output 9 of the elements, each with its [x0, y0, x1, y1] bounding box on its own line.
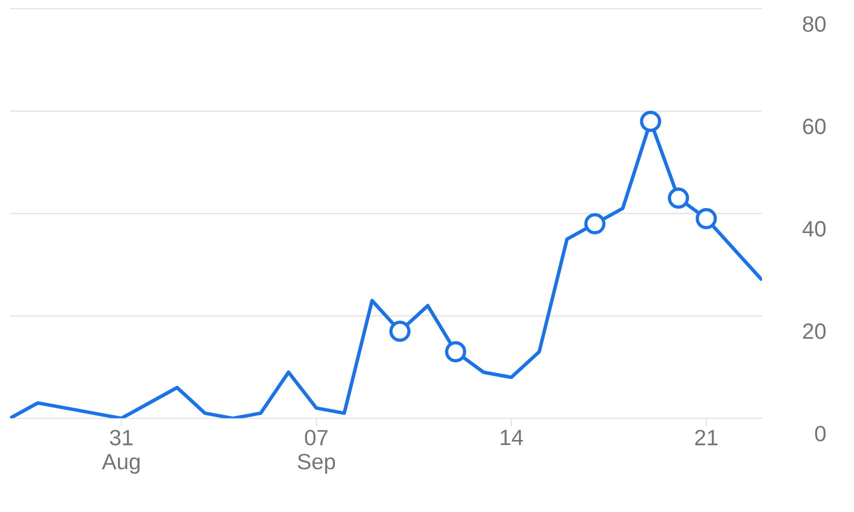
y-tick-label: 60 — [803, 118, 826, 134]
x-tick-label: 14 — [500, 430, 523, 445]
y-tick-label: 0 — [815, 426, 826, 442]
y-tick-label: 40 — [802, 221, 826, 237]
x-tick-label: 21 — [695, 430, 718, 446]
y-tick-label: 20 — [803, 323, 826, 340]
y-tick-label: 80 — [802, 16, 826, 32]
x-tick-label: 31 Aug — [102, 430, 140, 474]
x-tick-label: 07 Sep — [298, 430, 336, 474]
